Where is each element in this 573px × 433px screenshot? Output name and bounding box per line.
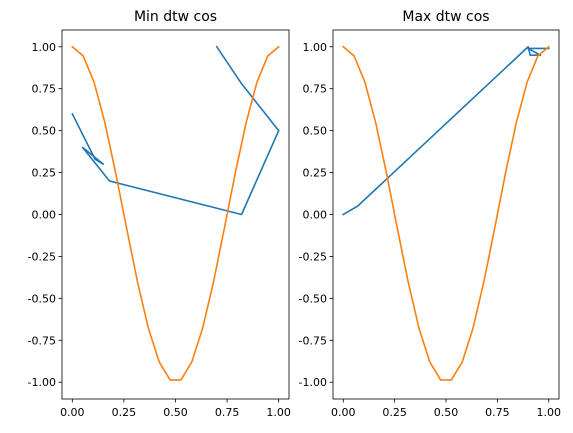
y-tick-label: 0.25 xyxy=(32,167,57,180)
y-tick-label: -0.50 xyxy=(299,292,327,305)
series-line-1 xyxy=(71,45,280,381)
panel-max-dtw-cos: Max dtw cos 0.00 0.25 0.50 0.75 1.00 -1.00 -0… xyxy=(299,9,561,419)
y-tick-label: 0.00 xyxy=(303,209,328,222)
x-tick-label: 0.50 xyxy=(434,406,459,419)
y-tick-label: -0.75 xyxy=(28,334,56,347)
y-tick-label: -0.75 xyxy=(299,334,327,347)
y-tick-label: -0.25 xyxy=(28,250,56,263)
series-layer xyxy=(71,45,280,381)
series-line-1 xyxy=(342,45,550,381)
y-tick-label: 0.50 xyxy=(32,125,57,138)
series-layer xyxy=(342,45,550,381)
x-axis-ticks: 0.00 0.25 0.50 0.75 1.00 xyxy=(60,399,291,419)
x-tick-label: 0.00 xyxy=(60,406,85,419)
x-tick-label: 0.25 xyxy=(112,406,137,419)
axes-frame xyxy=(61,29,290,400)
y-tick-label: 1.00 xyxy=(303,41,328,54)
y-tick-label: 0.75 xyxy=(32,83,57,96)
y-tick-label: 0.25 xyxy=(303,167,328,180)
y-tick-label: -1.00 xyxy=(28,376,56,389)
y-tick-label: -0.25 xyxy=(299,250,327,263)
x-tick-label: 0.75 xyxy=(485,406,510,419)
y-tick-label: 0.75 xyxy=(303,83,328,96)
x-tick-label: 0.50 xyxy=(163,406,188,419)
series-line-0 xyxy=(342,45,550,216)
x-tick-label: 0.00 xyxy=(331,406,356,419)
x-tick-label: 0.25 xyxy=(382,406,407,419)
panel-title: Min dtw cos xyxy=(134,9,217,25)
axes-frame xyxy=(332,29,560,400)
x-tick-label: 1.00 xyxy=(266,406,291,419)
y-tick-label: -0.50 xyxy=(28,292,56,305)
panel-min-dtw-cos: Min dtw cos 0.00 0.25 0.50 0.75 1.00 -1.00 -0… xyxy=(28,9,291,419)
panel-title: Max dtw cos xyxy=(402,9,489,25)
x-axis-ticks: 0.00 0.25 0.50 0.75 1.00 xyxy=(331,399,561,419)
y-tick-label: 0.00 xyxy=(32,209,57,222)
y-tick-label: -1.00 xyxy=(299,376,327,389)
y-axis-ticks: -1.00 -0.75 -0.50 -0.25 0.00 0.25 0.50 0.75 1.00 xyxy=(299,41,333,389)
x-tick-label: 1.00 xyxy=(536,406,561,419)
y-axis-ticks: -1.00 -0.75 -0.50 -0.25 0.00 0.25 0.50 0.75 1.00 xyxy=(28,41,62,389)
x-tick-label: 0.75 xyxy=(215,406,240,419)
y-tick-label: 1.00 xyxy=(32,41,57,54)
y-tick-label: 0.50 xyxy=(303,125,328,138)
series-line-0 xyxy=(71,45,280,216)
